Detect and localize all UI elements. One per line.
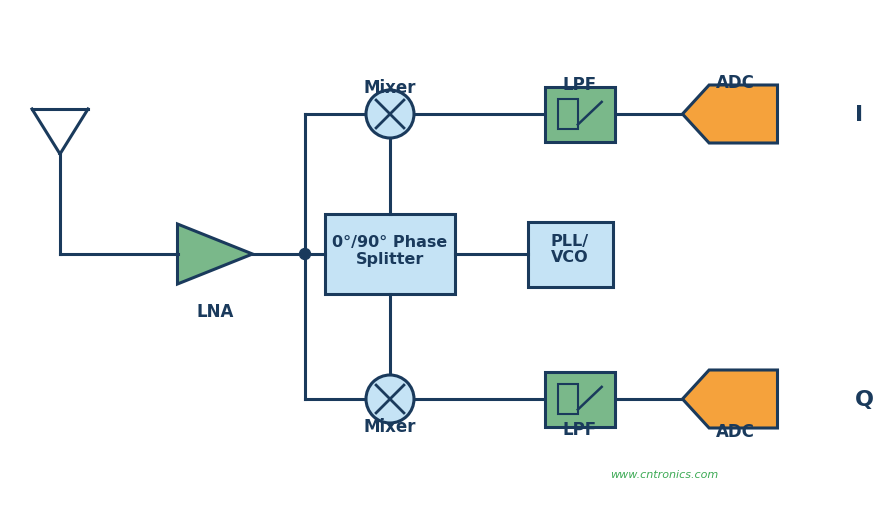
Text: ADC: ADC — [716, 74, 754, 92]
FancyBboxPatch shape — [545, 88, 615, 142]
Circle shape — [299, 249, 311, 260]
Text: I: I — [855, 105, 863, 125]
Circle shape — [366, 375, 414, 423]
FancyBboxPatch shape — [325, 215, 455, 294]
FancyBboxPatch shape — [545, 372, 615, 427]
Text: VCO: VCO — [551, 249, 589, 265]
Text: LPF: LPF — [563, 75, 597, 93]
Text: Splitter: Splitter — [356, 251, 424, 267]
Polygon shape — [682, 86, 778, 144]
Text: Mixer: Mixer — [364, 79, 416, 97]
Text: LNA: LNA — [196, 302, 234, 320]
Text: PLL/: PLL/ — [551, 234, 589, 248]
Text: www.cntronics.com: www.cntronics.com — [610, 469, 718, 479]
Circle shape — [366, 91, 414, 139]
Text: Mixer: Mixer — [364, 417, 416, 435]
Text: 0°/90° Phase: 0°/90° Phase — [332, 235, 448, 249]
Polygon shape — [178, 224, 253, 285]
Text: LPF: LPF — [563, 420, 597, 439]
FancyBboxPatch shape — [528, 222, 612, 287]
Polygon shape — [682, 370, 778, 428]
Text: ADC: ADC — [716, 422, 754, 440]
Text: Q: Q — [855, 389, 874, 409]
